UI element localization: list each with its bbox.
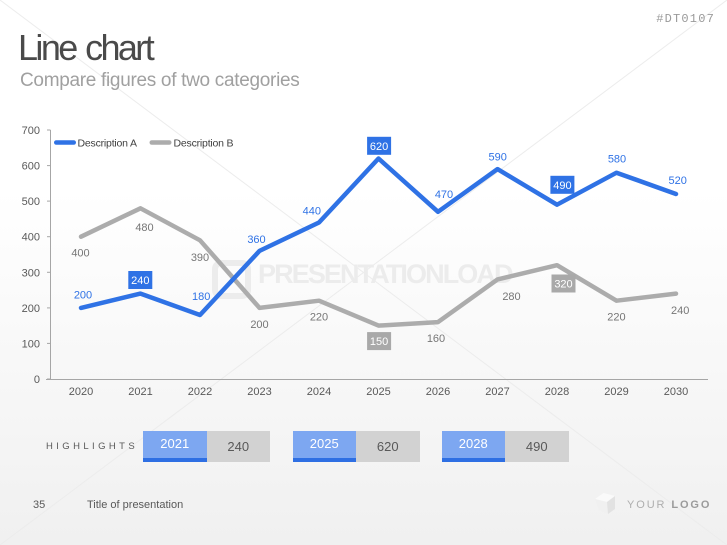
svg-text:2021: 2021 <box>128 386 152 398</box>
svg-text:200: 200 <box>74 289 92 301</box>
svg-text:2030: 2030 <box>664 386 688 398</box>
svg-text:700: 700 <box>22 125 40 137</box>
svg-text:520: 520 <box>669 175 687 187</box>
svg-text:0: 0 <box>34 374 40 386</box>
svg-text:2023: 2023 <box>247 386 271 398</box>
svg-text:220: 220 <box>607 311 625 323</box>
svg-text:280: 280 <box>502 291 520 303</box>
svg-text:440: 440 <box>303 205 321 217</box>
svg-text:150: 150 <box>370 336 388 348</box>
svg-text:590: 590 <box>489 152 507 164</box>
svg-text:2028: 2028 <box>545 386 569 398</box>
svg-text:2025: 2025 <box>366 386 390 398</box>
svg-text:400: 400 <box>22 232 40 244</box>
svg-text:2022: 2022 <box>188 386 212 398</box>
svg-text:390: 390 <box>191 252 209 264</box>
svg-text:180: 180 <box>192 291 210 303</box>
svg-text:2020: 2020 <box>69 386 93 398</box>
svg-text:220: 220 <box>310 312 328 324</box>
svg-text:240: 240 <box>671 305 689 317</box>
svg-text:320: 320 <box>554 279 572 291</box>
svg-text:240: 240 <box>131 275 149 287</box>
svg-text:Description A: Description A <box>78 138 137 150</box>
svg-text:200: 200 <box>250 319 268 331</box>
svg-text:200: 200 <box>22 303 40 315</box>
svg-text:580: 580 <box>608 154 626 166</box>
svg-text:Description B: Description B <box>174 138 234 150</box>
svg-text:2027: 2027 <box>485 386 509 398</box>
svg-text:620: 620 <box>370 141 388 153</box>
svg-text:160: 160 <box>427 333 445 345</box>
svg-text:100: 100 <box>22 338 40 350</box>
svg-text:2024: 2024 <box>307 386 331 398</box>
svg-text:480: 480 <box>135 222 153 234</box>
svg-text:400: 400 <box>71 248 89 260</box>
svg-text:2029: 2029 <box>604 386 628 398</box>
svg-text:300: 300 <box>22 267 40 279</box>
svg-text:470: 470 <box>435 189 453 201</box>
svg-text:500: 500 <box>22 196 40 208</box>
svg-text:2026: 2026 <box>426 386 450 398</box>
svg-text:490: 490 <box>553 180 571 192</box>
svg-text:360: 360 <box>247 234 265 246</box>
svg-text:600: 600 <box>22 161 40 173</box>
